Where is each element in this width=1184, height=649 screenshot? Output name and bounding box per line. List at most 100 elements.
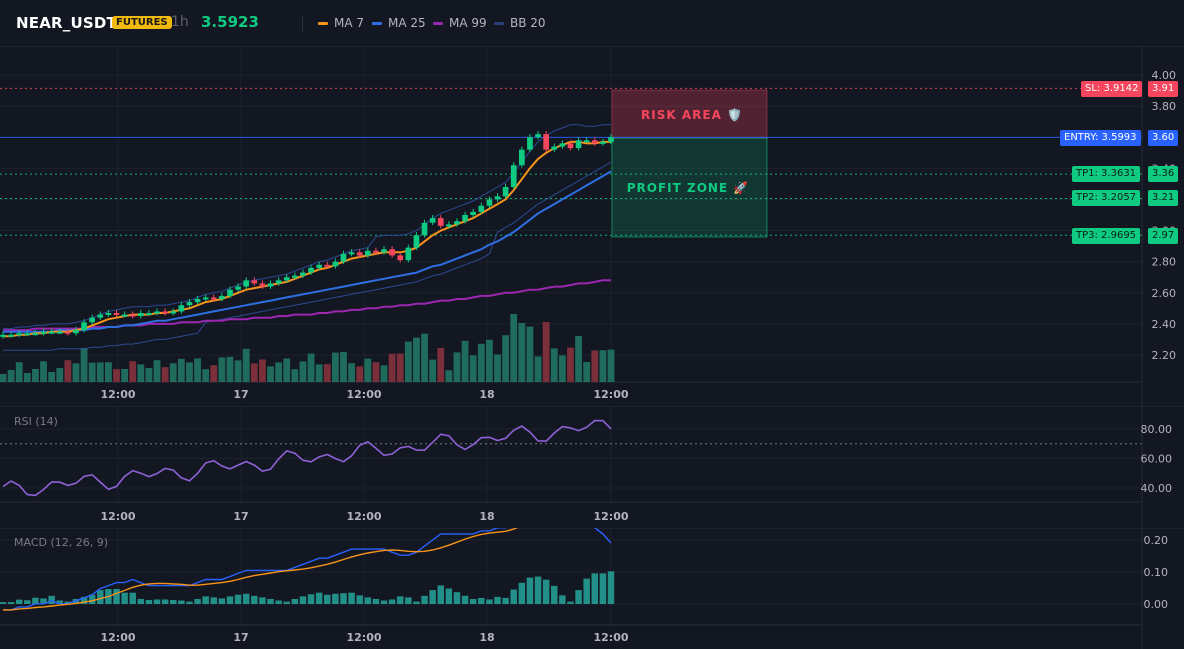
volume-bar <box>485 339 493 382</box>
macd-signal-line <box>3 528 519 611</box>
volume-bar <box>445 370 453 382</box>
candle-body <box>421 222 428 236</box>
volume-bars <box>0 314 615 382</box>
macd-histogram-bar <box>275 600 282 604</box>
macd-tick-label: 0.20 <box>1144 534 1169 547</box>
rsi-tick-label: 40.00 <box>1141 482 1173 495</box>
sl-tag[interactable]: SL: 3.9142 <box>1081 81 1143 97</box>
candle-body <box>219 295 225 299</box>
candle-body <box>316 264 322 268</box>
macd-histogram-bar <box>324 594 331 604</box>
macd-histogram-bar <box>145 599 153 604</box>
macd-time-label: 12:00 <box>100 631 135 644</box>
volume-bar <box>348 363 355 382</box>
legend-ma7[interactable]: MA 7 <box>318 16 364 30</box>
candle-body <box>121 314 128 317</box>
volume-bar <box>88 362 96 382</box>
candle-body <box>300 272 306 276</box>
timeframe-selector[interactable]: 1h <box>171 14 189 30</box>
volume-bar <box>437 348 445 382</box>
candle-body <box>600 141 606 144</box>
macd-histogram-bar <box>64 601 72 604</box>
tp3-tag[interactable]: TP3: 2.9695 <box>1072 228 1141 244</box>
candle-body <box>235 286 241 290</box>
macd-histogram-bar <box>137 598 145 604</box>
candle-body <box>486 199 493 206</box>
volume-bar <box>356 366 364 382</box>
volume-bar <box>550 348 558 382</box>
price-chart[interactable]: RISK AREA 🛡️ PROFIT ZONE 🚀 4.00 3.80 3.60 3… <box>0 46 1184 406</box>
rsi-panel[interactable]: 80.00 60.00 40.00 12:00 17 12:00 18 12:00 <box>0 406 1184 528</box>
volume-bar <box>510 314 518 382</box>
tp1-tag[interactable]: TP1: 3.3631 <box>1072 166 1141 182</box>
legend-ma25[interactable]: MA 25 <box>372 16 426 30</box>
candle-body <box>348 252 355 255</box>
ma7-line <box>3 140 611 338</box>
candle-body <box>89 317 96 323</box>
ma25-line <box>3 170 612 333</box>
time-tick-label: 12:00 <box>593 388 628 401</box>
macd-histogram-bar <box>0 602 7 604</box>
candle-body <box>518 149 525 166</box>
candle-body <box>364 250 371 256</box>
time-tick-label: 12:00 <box>346 388 381 401</box>
macd-histogram-bar <box>291 598 299 604</box>
volume-bar <box>194 358 201 382</box>
candle-body <box>470 211 477 215</box>
candle-body <box>251 280 258 284</box>
legend-ma99[interactable]: MA 99 <box>433 16 487 30</box>
macd-panel[interactable]: 0.20 0.10 0.00 12:00 17 12:00 18 12:00 <box>0 528 1184 649</box>
macd-histogram-bar <box>48 595 55 604</box>
macd-histogram-bar <box>478 597 485 604</box>
candle-body <box>113 313 120 315</box>
macd-tick-label: 0.10 <box>1144 566 1169 579</box>
tp2-tag[interactable]: TP2: 3.2057 <box>1072 190 1141 206</box>
macd-time-label: 12:00 <box>346 631 381 644</box>
macd-histogram-bar <box>348 592 355 604</box>
macd-tick-label: 0.00 <box>1144 598 1169 611</box>
entry-tag[interactable]: ENTRY: 3.5993 <box>1060 130 1141 146</box>
macd-histogram-bar <box>445 588 453 604</box>
macd-histogram-bar <box>486 599 493 604</box>
profit-zone-label: PROFIT ZONE 🚀 <box>627 181 750 195</box>
tp3-axis-tag: 2.97 <box>1148 228 1179 244</box>
candle-body <box>48 331 55 334</box>
candle-body <box>429 218 436 223</box>
price-tick-label: 3.80 <box>1152 100 1177 113</box>
macd-histogram-bar <box>178 600 185 604</box>
price-axis[interactable]: 4.003.803.603.403.203.002.802.602.402.20 <box>1152 69 1177 362</box>
ma99-label: MA 99 <box>449 16 487 30</box>
volume-bar <box>518 323 526 382</box>
candle-body <box>381 249 387 253</box>
macd-histogram-bar <box>218 598 226 604</box>
volume-bar <box>583 362 591 382</box>
risk-area-box <box>611 89 768 139</box>
macd-histogram-bar <box>405 597 412 604</box>
macd-histogram-bar <box>259 597 266 604</box>
macd-histogram-bar <box>567 601 574 604</box>
volume-bar <box>404 341 412 382</box>
volume-bar <box>186 362 193 382</box>
volume-bar <box>96 362 104 382</box>
candle-body <box>170 311 177 314</box>
volume-bar <box>169 363 177 382</box>
macd-title: MACD (12, 26, 9) <box>14 536 109 549</box>
legend-bb20[interactable]: BB 20 <box>494 16 546 30</box>
macd-histogram-bar <box>583 578 590 604</box>
macd-histogram-bar <box>437 585 445 604</box>
bb20-label: BB 20 <box>510 16 546 30</box>
rsi-tick-label: 80.00 <box>1141 423 1173 436</box>
macd-histogram-bar <box>413 601 420 604</box>
volume-bar <box>453 352 461 382</box>
moving-averages <box>3 140 612 338</box>
volume-bar <box>234 360 242 382</box>
volume-bar <box>307 353 315 382</box>
macd-histogram-bar <box>307 594 315 604</box>
macd-histogram-bar <box>453 592 461 604</box>
macd-histogram-bar <box>7 602 15 604</box>
macd-histogram-bar <box>80 596 88 604</box>
macd-histogram-bar <box>502 597 509 604</box>
time-tick-label: 17 <box>233 388 248 401</box>
symbol-name[interactable]: NEAR_USDT <box>16 14 117 32</box>
candle-body <box>65 331 71 334</box>
